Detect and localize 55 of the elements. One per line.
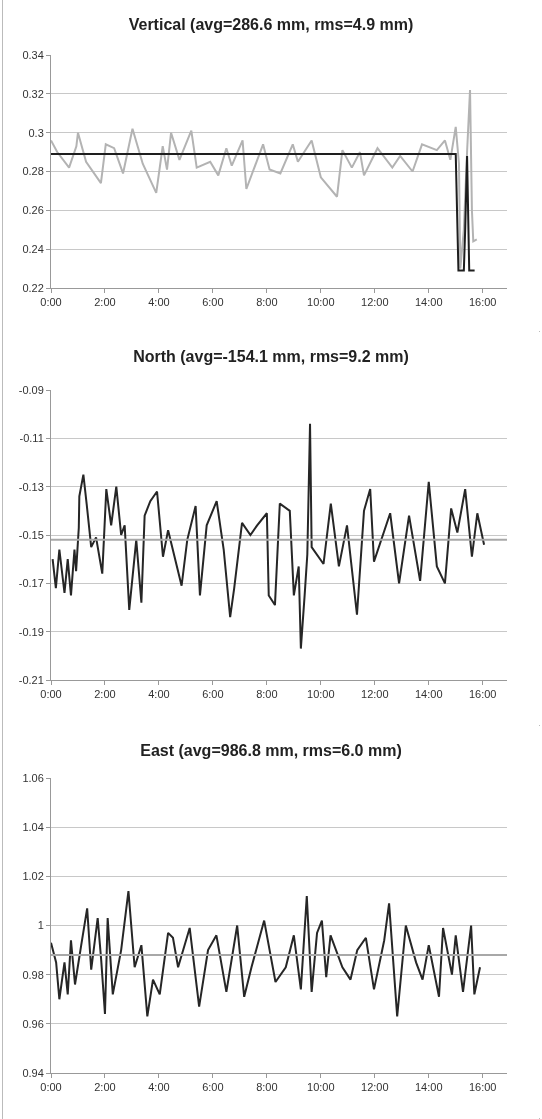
line-series (51, 422, 486, 650)
line-series (51, 88, 478, 270)
x-tick-label: 16:00 (468, 1081, 497, 1094)
x-tick-label: 16:00 (468, 688, 497, 701)
x-tick-label: 8:00 (256, 1081, 278, 1094)
y-tick-label: -0.13 (18, 480, 44, 493)
x-tick-label: 0:00 (40, 296, 62, 309)
line-series (51, 153, 476, 272)
y-tick-label: -0.21 (18, 673, 44, 686)
y-tick-label: 0.26 (22, 204, 44, 217)
x-tick-label: 6:00 (202, 296, 224, 309)
x-tick-label: 4:00 (148, 688, 170, 701)
x-tick-label: 4:00 (148, 1081, 170, 1094)
x-tick-label: 12:00 (361, 296, 389, 309)
x-tick-label: 2:00 (94, 688, 116, 701)
y-tick-label: 0.24 (22, 243, 44, 256)
x-tick-label: 14:00 (414, 1081, 443, 1094)
x-tick-label: 12:00 (361, 688, 389, 701)
x-tick-label: 4:00 (148, 296, 170, 309)
x-tick-label: 10:00 (307, 296, 335, 309)
chart-title: North (avg=-154.1 mm, rms=9.2 mm) (133, 347, 409, 365)
x-tick-label: 6:00 (202, 688, 224, 701)
y-tick-label: -0.15 (18, 528, 44, 541)
y-tick-label: 0.94 (22, 1066, 44, 1079)
chart-title: East (avg=986.8 mm, rms=6.0 mm) (140, 741, 402, 759)
x-tick-label: 10:00 (307, 688, 335, 701)
x-tick-label: 14:00 (414, 688, 443, 701)
x-tick-label: 8:00 (256, 296, 278, 309)
chart-title: Vertical (avg=286.6 mm, rms=4.9 mm) (128, 15, 414, 33)
y-tick-label: -0.19 (18, 625, 44, 638)
y-tick-label: 0.32 (22, 87, 44, 100)
y-tick-label: -0.11 (19, 432, 44, 445)
x-tick-label: 10:00 (307, 1081, 335, 1094)
y-tick-label: -0.17 (18, 577, 44, 590)
x-tick-label: 16:00 (468, 296, 497, 309)
x-tick-label: 8:00 (256, 688, 278, 701)
y-tick-label: 1.02 (22, 870, 44, 883)
y-tick-label: 0.34 (22, 48, 44, 61)
y-tick-label: -0.09 (18, 383, 44, 396)
y-tick-label: 0.98 (22, 968, 44, 981)
y-tick-label: 0.96 (22, 1017, 44, 1030)
x-tick-label: 12:00 (361, 1081, 389, 1094)
y-tick-label: 1 (37, 919, 44, 932)
x-tick-label: 14:00 (414, 296, 443, 309)
line-series (51, 890, 482, 1018)
x-tick-label: 2:00 (94, 296, 116, 309)
x-tick-label: 0:00 (40, 1081, 62, 1094)
x-tick-label: 2:00 (94, 1081, 116, 1094)
y-tick-label: 0.22 (22, 281, 44, 294)
x-tick-label: 6:00 (202, 1081, 224, 1094)
y-tick-label: 1.04 (22, 821, 44, 834)
y-tick-label: 0.28 (22, 165, 44, 178)
x-tick-label: 0:00 (40, 688, 62, 701)
y-tick-label: 0.3 (28, 126, 44, 139)
y-tick-label: 1.06 (22, 771, 44, 784)
